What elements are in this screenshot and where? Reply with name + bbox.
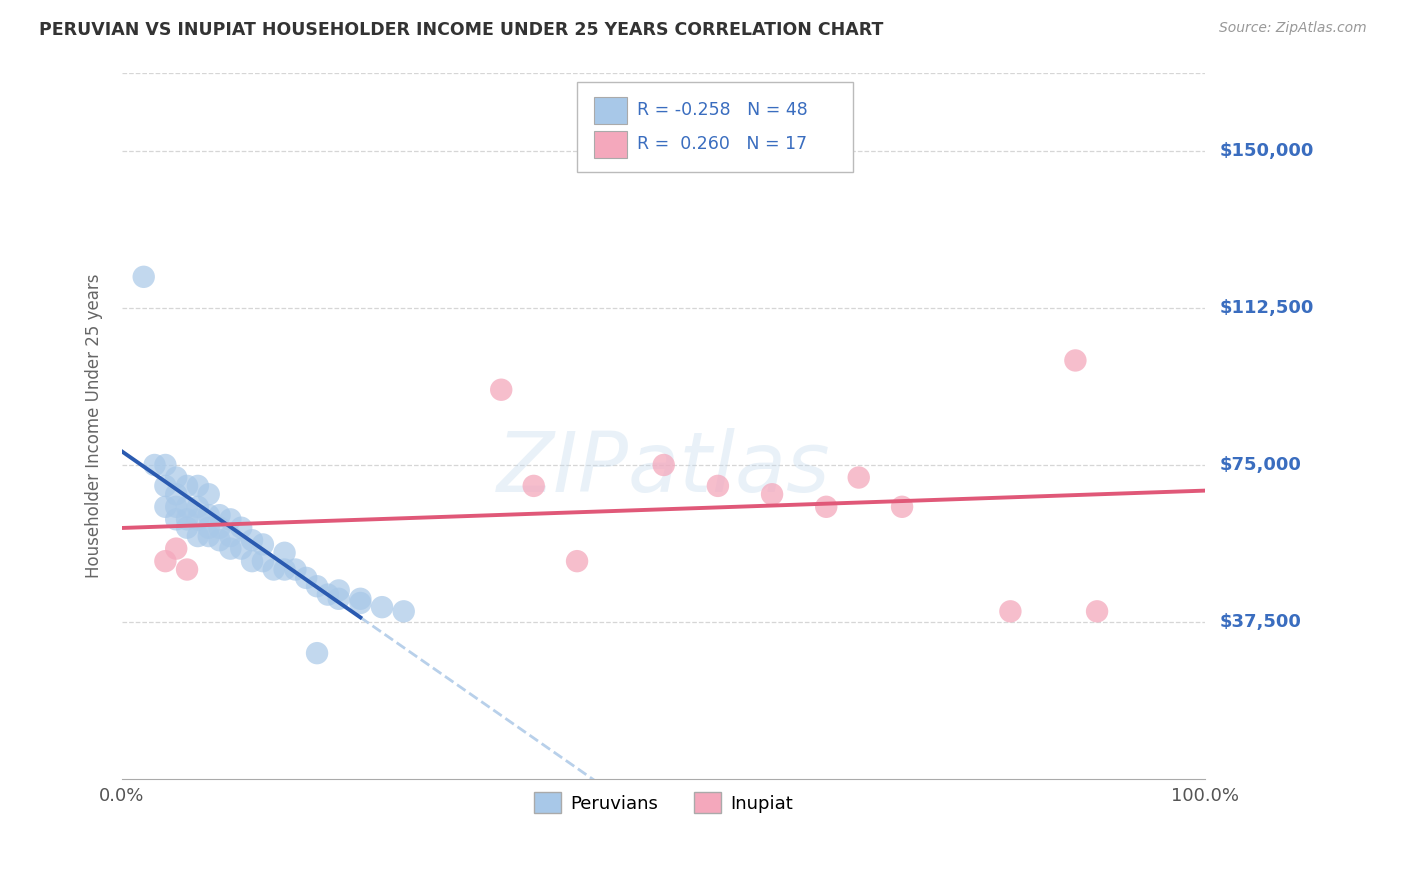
- Point: [240, 533, 263, 548]
- Point: [273, 562, 295, 576]
- Point: [1064, 353, 1087, 368]
- Point: [165, 487, 187, 501]
- Point: [219, 512, 242, 526]
- Point: [1085, 604, 1108, 618]
- Point: [208, 533, 231, 548]
- Point: [155, 479, 177, 493]
- Point: [328, 591, 350, 606]
- Point: [231, 521, 253, 535]
- Point: [208, 521, 231, 535]
- Point: [165, 512, 187, 526]
- Legend: Peruvians, Inupiat: Peruvians, Inupiat: [527, 785, 800, 821]
- Point: [155, 458, 177, 472]
- Y-axis label: Householder Income Under 25 years: Householder Income Under 25 years: [86, 274, 103, 578]
- Point: [316, 588, 339, 602]
- Point: [165, 470, 187, 484]
- Point: [197, 508, 219, 523]
- FancyBboxPatch shape: [595, 97, 627, 124]
- Point: [176, 562, 198, 576]
- Point: [652, 458, 675, 472]
- Point: [707, 479, 730, 493]
- Point: [219, 541, 242, 556]
- Point: [565, 554, 588, 568]
- Point: [307, 646, 329, 660]
- Point: [187, 512, 209, 526]
- Text: PERUVIAN VS INUPIAT HOUSEHOLDER INCOME UNDER 25 YEARS CORRELATION CHART: PERUVIAN VS INUPIAT HOUSEHOLDER INCOME U…: [39, 21, 884, 39]
- Point: [155, 554, 177, 568]
- Point: [155, 500, 177, 514]
- Point: [392, 604, 415, 618]
- Point: [371, 600, 394, 615]
- Point: [197, 521, 219, 535]
- Text: ZIPatlas: ZIPatlas: [496, 427, 831, 508]
- Point: [252, 554, 274, 568]
- Point: [165, 500, 187, 514]
- Point: [761, 487, 783, 501]
- Point: [132, 269, 155, 284]
- Point: [263, 562, 285, 576]
- Point: [523, 479, 546, 493]
- Point: [187, 479, 209, 493]
- FancyBboxPatch shape: [595, 131, 627, 158]
- Point: [349, 591, 371, 606]
- Point: [328, 583, 350, 598]
- Point: [273, 546, 295, 560]
- Text: R = -0.258   N = 48: R = -0.258 N = 48: [637, 102, 807, 120]
- Point: [219, 529, 242, 543]
- Point: [295, 571, 318, 585]
- Text: $37,500: $37,500: [1219, 613, 1301, 631]
- Point: [176, 479, 198, 493]
- Text: Source: ZipAtlas.com: Source: ZipAtlas.com: [1219, 21, 1367, 36]
- Point: [176, 512, 198, 526]
- Point: [848, 470, 870, 484]
- Text: $75,000: $75,000: [1219, 456, 1301, 474]
- Text: $150,000: $150,000: [1219, 143, 1313, 161]
- Point: [349, 596, 371, 610]
- Point: [891, 500, 914, 514]
- Point: [815, 500, 838, 514]
- Point: [284, 562, 307, 576]
- Point: [1000, 604, 1022, 618]
- Point: [176, 500, 198, 514]
- Point: [252, 537, 274, 551]
- Point: [197, 529, 219, 543]
- Point: [165, 541, 187, 556]
- FancyBboxPatch shape: [576, 82, 853, 172]
- Point: [208, 508, 231, 523]
- Point: [307, 579, 329, 593]
- Point: [143, 458, 166, 472]
- Text: $112,500: $112,500: [1219, 299, 1313, 318]
- Point: [187, 529, 209, 543]
- Point: [240, 554, 263, 568]
- Point: [187, 500, 209, 514]
- Text: R =  0.260   N = 17: R = 0.260 N = 17: [637, 136, 807, 153]
- Point: [489, 383, 512, 397]
- Point: [231, 541, 253, 556]
- Point: [176, 521, 198, 535]
- Point: [197, 487, 219, 501]
